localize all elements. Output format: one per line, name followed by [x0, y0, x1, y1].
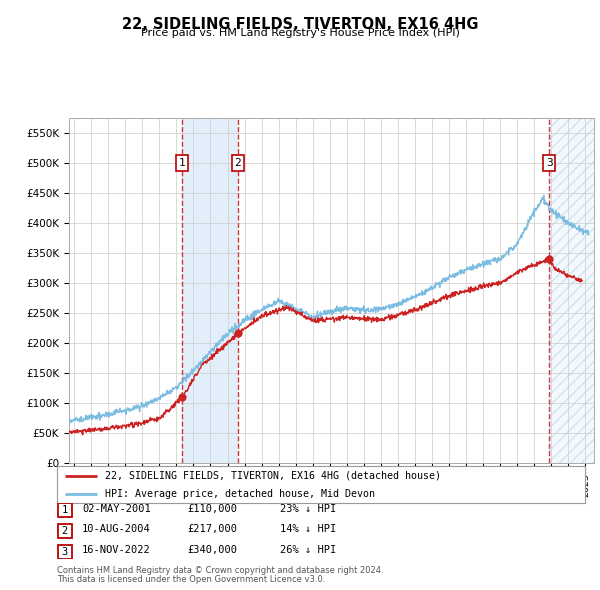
Text: This data is licensed under the Open Government Licence v3.0.: This data is licensed under the Open Gov…	[57, 575, 325, 584]
Text: 1: 1	[179, 158, 185, 168]
Text: 23% ↓ HPI: 23% ↓ HPI	[280, 504, 337, 513]
Text: 22, SIDELING FIELDS, TIVERTON, EX16 4HG (detached house): 22, SIDELING FIELDS, TIVERTON, EX16 4HG …	[104, 471, 440, 481]
Text: 26% ↓ HPI: 26% ↓ HPI	[280, 545, 337, 555]
Point	[233, 328, 243, 337]
Text: Price paid vs. HM Land Registry's House Price Index (HPI): Price paid vs. HM Land Registry's House …	[140, 28, 460, 38]
Text: £110,000: £110,000	[187, 504, 237, 513]
Text: 22, SIDELING FIELDS, TIVERTON, EX16 4HG: 22, SIDELING FIELDS, TIVERTON, EX16 4HG	[122, 17, 478, 31]
Bar	[182, 118, 238, 463]
Point	[545, 254, 554, 264]
Text: £217,000: £217,000	[187, 525, 237, 534]
Text: 3: 3	[546, 158, 553, 168]
Text: 10-AUG-2004: 10-AUG-2004	[82, 525, 151, 534]
Text: Contains HM Land Registry data © Crown copyright and database right 2024.: Contains HM Land Registry data © Crown c…	[57, 566, 383, 575]
Bar	[550, 118, 594, 463]
Text: 02-MAY-2001: 02-MAY-2001	[82, 504, 151, 513]
Point	[177, 392, 187, 402]
Text: £340,000: £340,000	[187, 545, 237, 555]
Text: 16-NOV-2022: 16-NOV-2022	[82, 545, 151, 555]
Text: 14% ↓ HPI: 14% ↓ HPI	[280, 525, 337, 534]
Text: 2: 2	[62, 526, 68, 536]
Text: 2: 2	[235, 158, 241, 168]
Text: 3: 3	[62, 547, 68, 556]
Text: HPI: Average price, detached house, Mid Devon: HPI: Average price, detached house, Mid …	[104, 489, 374, 499]
Bar	[550, 118, 594, 463]
Text: 1: 1	[62, 506, 68, 515]
